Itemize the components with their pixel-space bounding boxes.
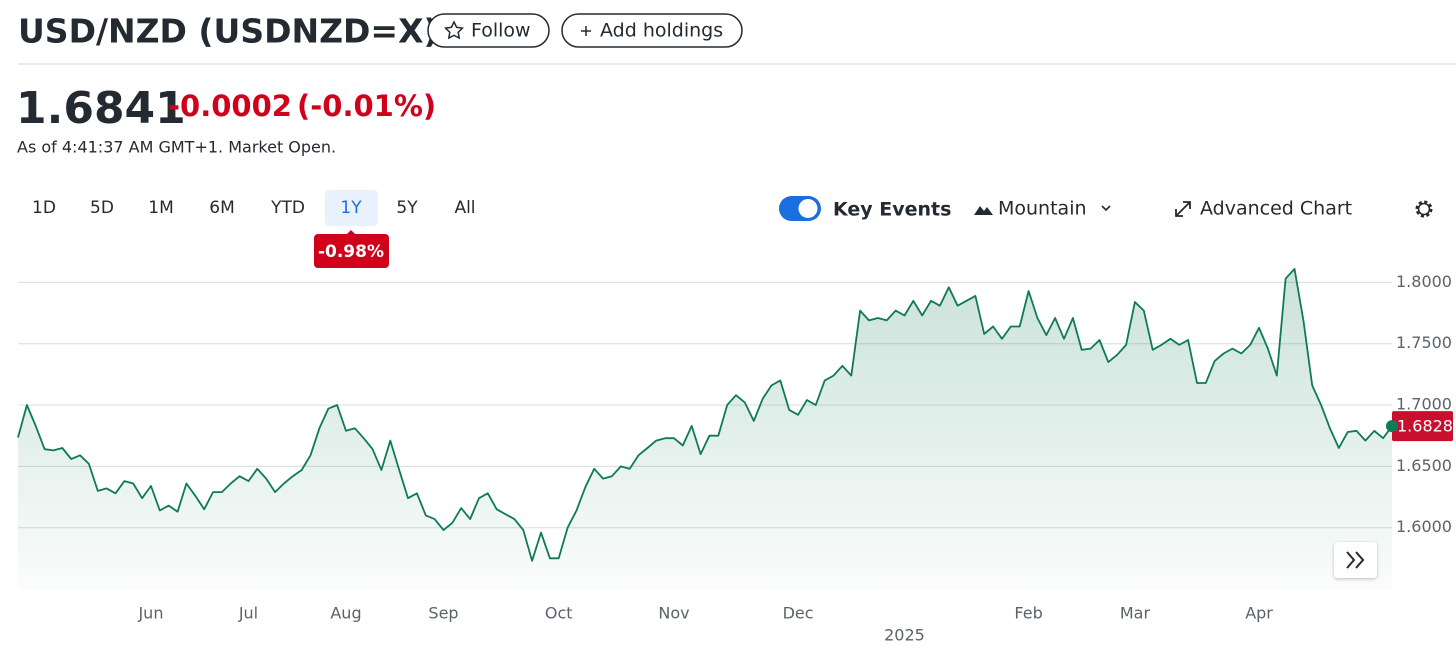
scroll-button[interactable] (1334, 542, 1377, 578)
last-point (1386, 420, 1398, 433)
range-tabs: 1D 5D 1M 6M YTD -0.98% 1Y 5Y All (32, 190, 476, 268)
button-bg[interactable] (561, 13, 743, 48)
y-tick-label: 1.6000 (1396, 517, 1452, 536)
scroll-bg[interactable] (1334, 542, 1377, 578)
x-tick-label: Mar (1120, 604, 1151, 623)
double-chevron (1346, 551, 1365, 569)
title: USD/NZD (USDNZD=X) (18, 12, 439, 51)
advanced-chart-label[interactable]: Advanced Chart (1200, 198, 1352, 220)
year-label: 2025 (884, 626, 925, 645)
follow-label[interactable]: Follow (471, 20, 531, 42)
chart-type-menu[interactable]: Mountain (974, 198, 1111, 220)
range-tab[interactable]: YTD (270, 198, 305, 218)
y-tick-label: 1.6500 (1396, 456, 1452, 475)
key-events-label[interactable]: Key Events (833, 199, 951, 221)
y-tick-label: 1.7500 (1396, 333, 1452, 352)
range-tab[interactable]: 1Y (340, 198, 362, 218)
range-tab[interactable]: 6M (209, 198, 234, 218)
mountain-icon (974, 206, 993, 215)
x-tick-label: Dec (783, 604, 814, 623)
last-value-label: 1.6828 (1397, 417, 1453, 436)
change: -0.0002 (168, 89, 292, 123)
area (18, 268, 1392, 589)
chart: 1.6000 1.6500 1.7000 1.7500 1.8000 Jun Jul Aug S… (17, 268, 1453, 645)
x-tick-label: Oct (545, 604, 573, 623)
star-icon (443, 20, 465, 40)
range-tab[interactable]: 5Y (396, 198, 418, 218)
price: 1.6841 (16, 83, 186, 134)
price-line (17, 268, 1393, 562)
key-events-toggle[interactable]: Key Events (779, 196, 951, 221)
follow-button[interactable]: Follow (427, 13, 550, 48)
x-tick-label: Jul (238, 604, 258, 623)
y-tick-label: 1.8000 (1396, 272, 1452, 291)
add-holdings-button[interactable]: Add holdings (561, 13, 743, 48)
expand-icon (1175, 201, 1191, 217)
x-tick-label: Apr (1245, 604, 1273, 623)
plus-icon (581, 26, 591, 36)
as-of: As of 4:41:37 AM GMT+1. Market Open. (17, 138, 336, 157)
x-tick-label: Jun (137, 604, 163, 623)
toggle-knob (798, 199, 818, 218)
range-tab[interactable]: 1D (32, 198, 56, 218)
button-bg[interactable] (427, 13, 550, 48)
x-tick-label: Aug (330, 604, 361, 623)
gear-teeth (1415, 200, 1433, 218)
gear-ring (1417, 202, 1431, 216)
advanced-chart-link[interactable]: Advanced Chart (1175, 198, 1352, 220)
last-value-box (1392, 411, 1453, 442)
chevron (1101, 205, 1111, 212)
change-percent: (-0.01%) (297, 89, 436, 123)
range-tab[interactable]: 5D (90, 198, 114, 218)
range-tab[interactable]: 1M (148, 198, 173, 218)
range-tab[interactable]: All (454, 198, 475, 218)
x-tick-label: Sep (428, 604, 458, 623)
chart-type-label[interactable]: Mountain (998, 198, 1087, 220)
range-change: -0.98% (318, 242, 384, 262)
add-holdings-label[interactable]: Add holdings (600, 20, 723, 42)
range-change-badge (314, 234, 389, 268)
y-tick-label: 1.7000 (1396, 395, 1452, 414)
x-tick-label: Feb (1014, 604, 1042, 623)
settings-button[interactable] (1415, 200, 1433, 218)
range-selected-bg (325, 190, 378, 226)
x-tick-label: Nov (658, 604, 689, 623)
